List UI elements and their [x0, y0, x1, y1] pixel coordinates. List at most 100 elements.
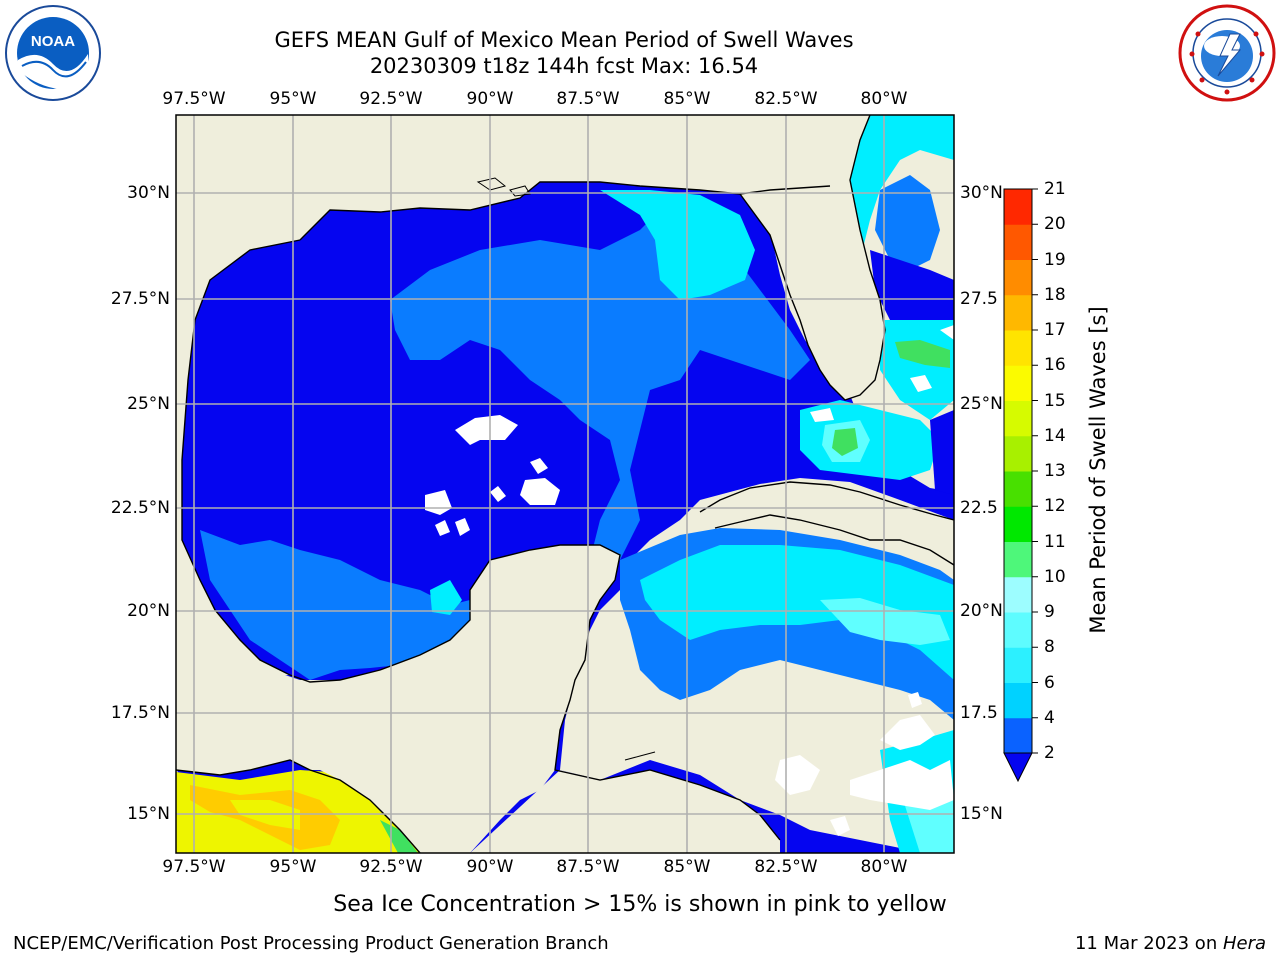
colorbar-segment [1004, 259, 1032, 296]
swell-band [200, 530, 470, 680]
map-frame [175, 114, 955, 854]
colorbar-tick-label: 9 [1044, 602, 1055, 622]
swell-band [870, 250, 954, 330]
credit-date: 11 Mar 2023 on [1074, 933, 1223, 954]
swell-band [390, 210, 810, 590]
colorbar-tick-label: 4 [1044, 707, 1055, 728]
mexico-east-coast [176, 540, 290, 680]
colorbar-segment [1004, 576, 1032, 613]
lon-label-bottom: 82.5°W [754, 857, 818, 877]
colorbar-segment [1004, 682, 1032, 719]
credit-left: NCEP/EMC/Verification Post Processing Pr… [13, 933, 609, 954]
colorbar-segment [1004, 294, 1032, 331]
colorbar-tick-label: 8 [1044, 637, 1055, 658]
swell-band [600, 190, 755, 300]
colorbar-tick-label: 10 [1044, 566, 1066, 587]
yucatan [176, 545, 620, 853]
swell-band [895, 340, 950, 368]
swell-band [640, 545, 954, 680]
colorbar-segment [1004, 506, 1032, 542]
swell-band [380, 820, 418, 853]
florida [740, 115, 885, 400]
noaa-logo-text: NOAA [31, 33, 75, 50]
colorbar-segment [1004, 435, 1032, 472]
colorbar-tick-label: 18 [1044, 284, 1066, 305]
lon-label-top: 80°W [860, 89, 908, 109]
chart-title: GEFS MEAN Gulf of Mexico Mean Period of … [274, 28, 854, 52]
colorbar-tick-label: 6 [1044, 672, 1055, 693]
gulf-coast-north [176, 115, 836, 540]
lon-label-bottom: 95°W [269, 857, 317, 877]
lat-label-right: 15°N [960, 804, 1003, 824]
colorbar-tick-label: 17 [1044, 320, 1066, 340]
colorbar-tick-label: 16 [1044, 355, 1066, 376]
colorbar-segment [1004, 471, 1032, 507]
swell-band [832, 428, 858, 456]
colorbar-tick-label: 2 [1044, 743, 1055, 763]
lon-label-bottom: 92.5°W [359, 857, 423, 877]
colorbar-tick-label: 15 [1044, 390, 1066, 411]
lat-label-left: 20°N [127, 601, 170, 621]
lat-label-right: 25°N [960, 394, 1003, 414]
colorbar-extend-arrow [1003, 752, 1033, 783]
swell-band [820, 598, 950, 645]
lat-label-right: 20°N [960, 601, 1003, 621]
colorbar-segment [1004, 224, 1032, 260]
graticule [176, 115, 954, 853]
lat-label-left: 25°N [127, 394, 170, 414]
lon-label-bottom: 97.5°W [162, 857, 226, 877]
missing-data-patches [425, 325, 954, 836]
credit-right: 11 Mar 2023 on Hera [1075, 933, 1266, 954]
lon-label-top: 90°W [466, 89, 514, 109]
colorbar-segment [1004, 541, 1032, 578]
colorbar-segment [1004, 400, 1032, 437]
lat-label-left: 30°N [127, 183, 170, 203]
footnote: Sea Ice Concentration > 15% is shown in … [333, 892, 947, 917]
colorbar-segment [1004, 612, 1032, 648]
central-america [470, 770, 780, 853]
coastlines [176, 115, 954, 853]
lon-label-bottom: 90°W [466, 857, 514, 877]
swell-band [836, 115, 954, 260]
colorbar-tick-label: 12 [1044, 496, 1066, 517]
lon-label-bottom: 85°W [663, 857, 711, 877]
colorbar-tick-label: 14 [1044, 425, 1066, 446]
land-masses [176, 115, 954, 853]
swell-band [430, 580, 462, 615]
chart-subtitle: 20230309 t18z 144h fcst Max: 16.54 [369, 54, 759, 78]
lat-label-left: 17.5°N [110, 703, 170, 723]
colorbar-tick-label: 13 [1044, 461, 1066, 481]
colorbar-title: Mean Period of Swell Waves [s] [1086, 306, 1110, 634]
nws-logo [1178, 4, 1276, 102]
lon-label-top: 95°W [269, 89, 317, 109]
colorbar-tick-label: 19 [1044, 249, 1066, 270]
lon-label-bottom: 87.5°W [556, 857, 620, 877]
lon-label-top: 85°W [663, 89, 711, 109]
colorbar-segment [1004, 365, 1032, 401]
colorbar [1003, 188, 1038, 783]
credit-host: Hera [1222, 933, 1266, 954]
swell-band [230, 800, 300, 830]
colorbar-tick-label: 11 [1044, 531, 1066, 552]
swell-band [930, 410, 954, 495]
lat-label-left: 22.5°N [110, 498, 170, 518]
lon-label-bottom: 80°W [860, 857, 908, 877]
lon-label-top: 92.5°W [359, 89, 423, 109]
colorbar-segment [1004, 717, 1032, 754]
noaa-logo: NOAA [4, 4, 102, 102]
swell-band [875, 175, 940, 270]
lat-label-left: 15°N [127, 804, 170, 824]
colorbar-segment [1004, 189, 1032, 225]
lat-label-left: 27.5°N [110, 289, 170, 309]
lon-label-top: 97.5°W [162, 89, 226, 109]
colorbar-tick-label: 21 [1044, 179, 1066, 199]
cuba [700, 482, 954, 565]
lon-label-top: 87.5°W [556, 89, 620, 109]
lat-label-right: 17.5 [960, 703, 998, 723]
colorbar-tick-label: 20 [1044, 214, 1066, 235]
lat-label-right: 30°N [960, 183, 1003, 203]
lon-label-top: 82.5°W [754, 89, 818, 109]
colorbar-segment [1004, 647, 1032, 683]
lat-label-right: 27.5 [960, 289, 998, 309]
